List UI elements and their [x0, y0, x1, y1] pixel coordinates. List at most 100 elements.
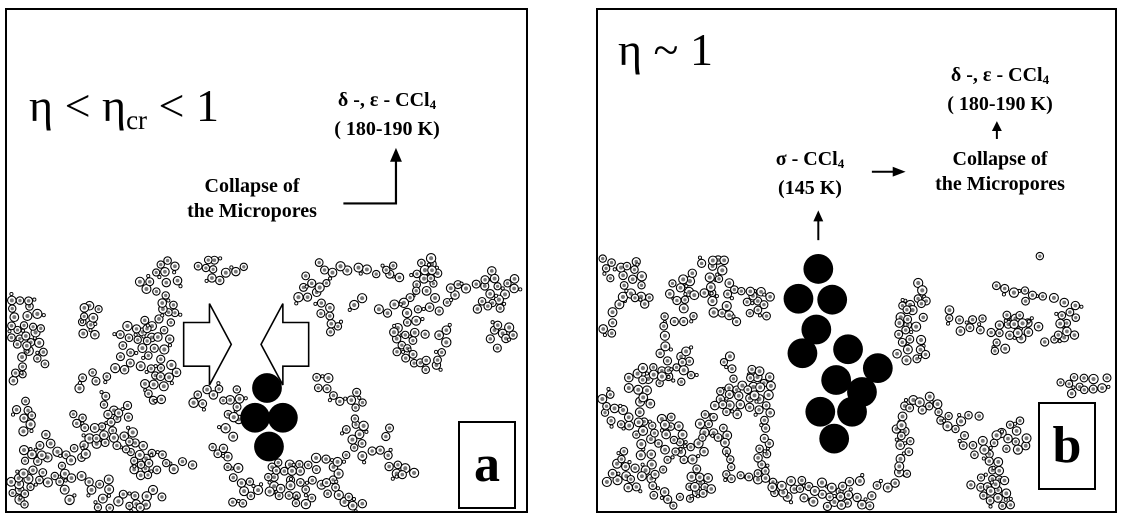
water-molecule — [662, 356, 673, 366]
water-molecule — [737, 286, 746, 296]
water-molecule — [389, 323, 399, 338]
water-molecule — [19, 413, 29, 423]
water-molecule — [934, 407, 943, 417]
water-molecule — [339, 425, 351, 436]
water-molecule — [158, 381, 169, 392]
water-molecule — [960, 430, 970, 441]
water-molecule — [492, 343, 502, 353]
water-molecule — [605, 386, 615, 399]
collapse-up-arrowhead — [991, 121, 1002, 132]
phase-label-b: δ -, ε - CCl4 ( 180-190 K) — [920, 63, 1080, 117]
water-molecule — [705, 282, 716, 296]
water-molecule — [669, 435, 679, 445]
water-molecule — [88, 312, 99, 327]
water-molecule — [115, 352, 125, 362]
water-molecule — [816, 477, 830, 489]
water-molecule — [493, 282, 505, 291]
water-molecule — [706, 484, 717, 494]
water-molecule — [617, 454, 626, 464]
water-molecule — [786, 476, 797, 487]
water-molecule — [316, 308, 326, 318]
water-molecule — [894, 329, 904, 339]
water-molecule — [304, 475, 317, 485]
water-molecule — [313, 298, 326, 308]
water-molecule — [141, 334, 152, 346]
water-molecule — [215, 275, 225, 286]
water-molecule — [63, 473, 77, 483]
water-molecule — [382, 308, 393, 318]
water-molecule — [401, 353, 411, 363]
water-molecule — [312, 372, 325, 382]
water-molecule — [724, 278, 735, 289]
water-molecule — [673, 421, 684, 432]
water-molecule — [686, 471, 701, 482]
water-molecule — [188, 397, 199, 408]
sigma-label-b-line2: (145 K) — [778, 177, 842, 199]
water-molecule — [630, 293, 643, 303]
water-molecule — [495, 301, 507, 313]
ccl4-cluster-a — [240, 373, 298, 462]
water-molecule — [1040, 337, 1050, 347]
water-molecule — [84, 300, 95, 311]
water-molecule — [7, 291, 17, 306]
water-molecule — [325, 327, 336, 337]
water-molecule — [894, 318, 905, 328]
water-molecule — [623, 482, 634, 493]
water-molecule — [161, 458, 171, 468]
water-molecule — [449, 290, 460, 303]
water-molecule — [918, 312, 928, 322]
water-molecule — [649, 428, 659, 438]
water-molecule — [301, 485, 311, 498]
water-molecule — [710, 433, 723, 442]
water-molecule — [394, 469, 407, 480]
water-molecule — [1064, 379, 1076, 390]
water-molecule — [633, 417, 644, 428]
water-molecule — [1048, 292, 1059, 303]
water-molecule — [754, 366, 765, 377]
eta-less-than: < η — [53, 80, 127, 131]
water-molecule — [901, 355, 912, 366]
water-molecule — [897, 337, 907, 347]
water-molecule — [389, 299, 403, 310]
water-molecule — [78, 328, 89, 339]
water-molecule — [118, 489, 128, 499]
water-molecule — [697, 255, 707, 268]
water-molecule — [214, 381, 224, 394]
water-molecule — [719, 255, 729, 266]
water-molecule — [442, 297, 452, 307]
phase-label-a: δ -, ε - CCl4 ( 180-190 K) — [307, 88, 467, 142]
water-molecule — [234, 393, 248, 404]
water-molecule — [1011, 426, 1022, 436]
water-molecule — [413, 305, 423, 314]
water-molecule — [606, 274, 615, 283]
water-molecule — [477, 296, 487, 306]
eta-symbol-a: η — [29, 80, 54, 131]
water-molecule — [722, 430, 733, 441]
compression-arrow-left — [260, 303, 310, 386]
water-molecule — [164, 372, 174, 386]
water-molecule — [84, 477, 94, 487]
phase-label-b-line1: δ -, ε - CCl — [950, 64, 1043, 86]
water-molecule — [156, 260, 165, 269]
water-molecule — [24, 296, 37, 306]
water-molecule — [1059, 297, 1070, 308]
water-molecule — [313, 383, 323, 393]
water-molecule — [646, 449, 657, 460]
water-molecule — [335, 261, 346, 272]
water-molecule — [986, 327, 996, 338]
water-network-a — [7, 253, 523, 511]
water-molecule — [42, 477, 53, 488]
water-molecule — [88, 368, 97, 377]
water-molecule — [729, 374, 738, 383]
water-molecule — [486, 266, 497, 276]
water-molecule — [301, 271, 311, 281]
water-molecule — [1102, 373, 1112, 383]
water-molecule — [656, 371, 671, 382]
water-molecule — [917, 349, 931, 360]
water-molecule — [9, 312, 20, 323]
water-molecule — [152, 287, 161, 296]
water-molecule — [837, 481, 848, 491]
ccl4-molecule — [862, 353, 893, 384]
water-molecule — [989, 438, 999, 448]
water-molecule — [669, 501, 678, 510]
